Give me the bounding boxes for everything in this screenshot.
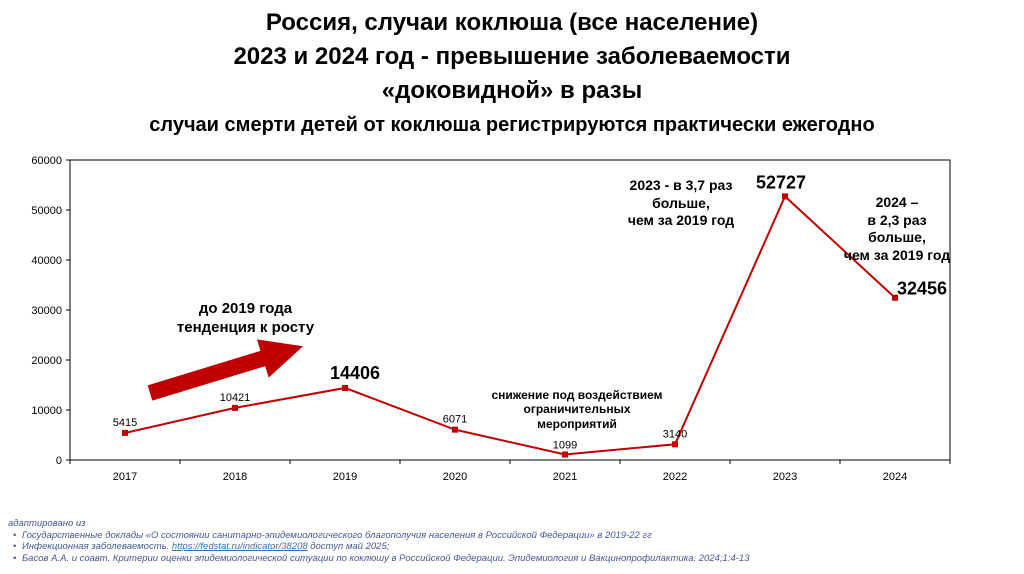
- y-tick-label: 50000: [31, 205, 62, 217]
- data-point: [892, 294, 898, 301]
- x-tick-label: 2023: [773, 471, 797, 483]
- x-tick-label: 2019: [333, 471, 357, 483]
- trend-arrow-icon: [147, 339, 304, 401]
- annotation-2023-ratio: 2023 - в 3,7 раз больше, чем за 2019 год: [627, 177, 735, 228]
- y-tick-label: 10000: [31, 405, 62, 417]
- footer-item-basov: • Басов А.А. и соавт. Критерии оценки эпи…: [8, 553, 1013, 565]
- footer-item-fedstat: • Инфекционная заболеваемость. https://fe…: [8, 541, 1013, 553]
- data-label: 6071: [443, 414, 467, 426]
- data-label: 14406: [330, 363, 380, 383]
- data-label: 1099: [553, 440, 577, 452]
- bullet-icon: •: [13, 529, 17, 541]
- y-tick-label: 20000: [31, 355, 62, 367]
- trend-arrow-group: [147, 339, 304, 401]
- data-label: 5415: [113, 417, 137, 429]
- bullet-icon: •: [13, 541, 17, 552]
- data-point: [232, 404, 238, 411]
- data-point: [562, 451, 568, 458]
- x-tick-label: 2017: [113, 471, 137, 483]
- page-title: Россия, случаи коклюша (все население) 2…: [0, 6, 1024, 108]
- x-tick-label: 2020: [443, 471, 467, 483]
- source-notes: адаптировано из • Государственные доклады…: [8, 518, 1013, 564]
- annotation-restrictions-decline: снижение под воздействием ограничительны…: [491, 388, 663, 431]
- data-label: 52727: [756, 172, 806, 192]
- footer-item-fedstat-suffix: доступ май 2025;: [307, 541, 390, 552]
- footer-item-reports: • Государственные доклады «О состоянии са…: [8, 530, 1013, 542]
- annotation-trend-growth: до 2019 года тенденция к росту: [176, 300, 315, 336]
- footer-item-basov-text: Басов А.А. и соавт. Критерии оценки эпид…: [22, 552, 750, 564]
- fedstat-link[interactable]: https://fedstat.ru/indicator/38208: [171, 541, 308, 552]
- page-subtitle: случаи смерти детей от коклюша регистрир…: [149, 114, 875, 136]
- pertussis-line-chart: 0 10000 20000 30000 40000 50000 60000 2017 2018 2…: [31, 155, 951, 483]
- data-point: [452, 426, 458, 433]
- data-line: [124, 194, 896, 456]
- footer-intro: адаптировано из: [8, 518, 86, 529]
- x-tick-label: 2022: [663, 471, 687, 483]
- y-tick-label: 30000: [31, 305, 62, 317]
- bullet-icon: •: [13, 552, 17, 564]
- title-line-2: 2023 и 2024 год - превышение заболеваемо…: [233, 43, 791, 70]
- data-point: [342, 384, 348, 391]
- y-tick-label: 40000: [31, 255, 62, 267]
- x-tick-label: 2024: [883, 471, 907, 483]
- title-line-1: Россия, случаи коклюша (все население): [265, 9, 759, 36]
- footer-item-reports-text: Государственные доклады «О состоянии сан…: [22, 529, 652, 541]
- plot-area: 0 10000 20000 30000 40000 50000 60000 2017 2018 2…: [31, 155, 951, 483]
- title-line-3: «доковидной» в разы: [381, 77, 643, 104]
- data-point: [672, 441, 678, 448]
- data-point: [122, 429, 128, 436]
- x-tick-label: 2018: [223, 471, 247, 483]
- y-tick-label: 0: [56, 455, 62, 467]
- x-tick-label: 2021: [553, 471, 577, 483]
- footer-item-fedstat-prefix: Инфекционная заболеваемость.: [22, 541, 172, 552]
- data-label: 3140: [663, 428, 687, 440]
- data-label: 10421: [220, 392, 251, 404]
- data-label: 32456: [897, 279, 947, 299]
- annotation-2024-ratio: 2024 – в 2,3 раз больше, чем за 2019 год: [843, 194, 951, 263]
- y-tick-label: 60000: [31, 155, 62, 167]
- data-point: [782, 193, 788, 200]
